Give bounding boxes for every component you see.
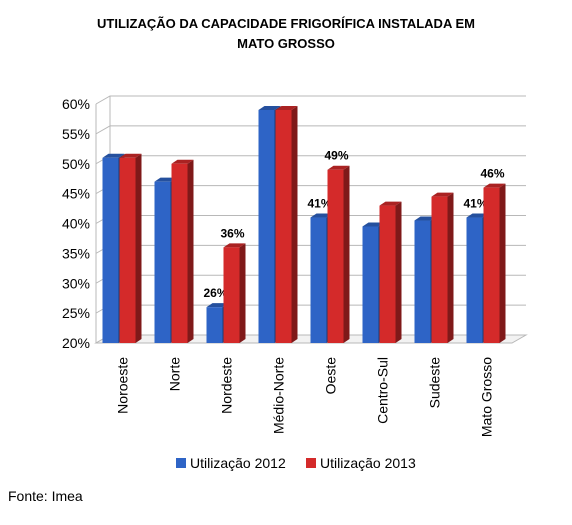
legend-swatch	[306, 458, 316, 468]
bar-side	[291, 105, 298, 343]
x-tick-label: Noroeste	[115, 357, 131, 414]
x-tick-label: Sudeste	[427, 357, 443, 409]
gridline	[95, 125, 526, 135]
bar-top	[483, 183, 506, 188]
y-tick-label: 30%	[62, 275, 90, 291]
y-tick-label: 45%	[62, 186, 90, 202]
x-tick-label: Norte	[167, 357, 183, 391]
gridline	[95, 95, 526, 105]
bar	[310, 217, 327, 343]
bar-top	[431, 192, 454, 197]
bar	[206, 307, 223, 343]
chart-title-line-2: MATO GROSSO	[237, 36, 335, 51]
bar	[379, 205, 396, 343]
data-label: 26%	[203, 286, 227, 300]
bar-top	[327, 165, 350, 170]
x-tick-label: Oeste	[323, 357, 339, 395]
bar-top	[275, 105, 298, 110]
bar-chart: 20% 25% 30% 35% 40% 45% 50% 55% 60% Noroeste Norte…	[62, 95, 528, 471]
bar-top	[171, 159, 194, 164]
bar-top	[310, 213, 333, 218]
legend-label: Utilização 2012	[190, 455, 286, 471]
y-tick-label: 55%	[62, 126, 90, 142]
bar	[154, 181, 171, 343]
y-tick-label: 20%	[62, 335, 90, 351]
x-tick-label: Médio-Norte	[271, 357, 287, 434]
bar	[431, 196, 448, 343]
bar-side	[499, 183, 506, 343]
bar	[275, 109, 292, 343]
y-tick-label: 50%	[62, 156, 90, 172]
bar	[258, 109, 275, 343]
bar	[119, 157, 136, 343]
bar-top	[414, 216, 437, 221]
source-note: Fonte: Imea	[8, 488, 83, 504]
bar-side	[239, 243, 246, 343]
bar-top	[119, 153, 142, 158]
y-tick-label: 35%	[62, 245, 90, 261]
bar-top	[258, 105, 281, 110]
bar-top	[223, 243, 246, 248]
bar	[414, 220, 431, 343]
x-tick-label: Mato Grosso	[479, 357, 495, 437]
x-tick-label: Centro-Sul	[375, 357, 391, 424]
bar	[102, 157, 119, 343]
bar-top	[102, 153, 125, 158]
y-tick-label: 40%	[62, 216, 90, 232]
data-label: 41%	[307, 197, 331, 211]
legend-label: Utilização 2013	[320, 455, 416, 471]
bar-top	[379, 201, 402, 206]
chart-title: UTILIZAÇÃO DA CAPACIDADE FRIGORÍFICA INS…	[0, 14, 572, 54]
bar-side	[135, 153, 142, 343]
bar-side	[447, 192, 454, 343]
chart-title-line-1: UTILIZAÇÃO DA CAPACIDADE FRIGORÍFICA INS…	[97, 16, 475, 31]
bar	[327, 169, 344, 343]
data-label: 46%	[480, 167, 504, 181]
bar	[171, 163, 188, 343]
bar-side	[395, 201, 402, 343]
y-tick-label: 25%	[62, 305, 90, 321]
bar-top	[154, 177, 177, 182]
bar-side	[343, 165, 350, 343]
data-label: 49%	[324, 149, 348, 163]
y-tick-label: 60%	[62, 96, 90, 112]
gridline	[95, 155, 526, 165]
bar	[466, 217, 483, 343]
bar	[223, 247, 240, 343]
bar	[362, 226, 379, 343]
x-tick-label: Nordeste	[219, 357, 235, 414]
bar-side	[187, 159, 194, 343]
data-label: 36%	[220, 226, 244, 240]
legend-swatch	[176, 458, 186, 468]
bar-top	[466, 213, 489, 218]
bar-top	[206, 303, 229, 308]
bar-top	[362, 222, 385, 227]
bar	[483, 187, 500, 343]
data-label: 41%	[463, 197, 487, 211]
